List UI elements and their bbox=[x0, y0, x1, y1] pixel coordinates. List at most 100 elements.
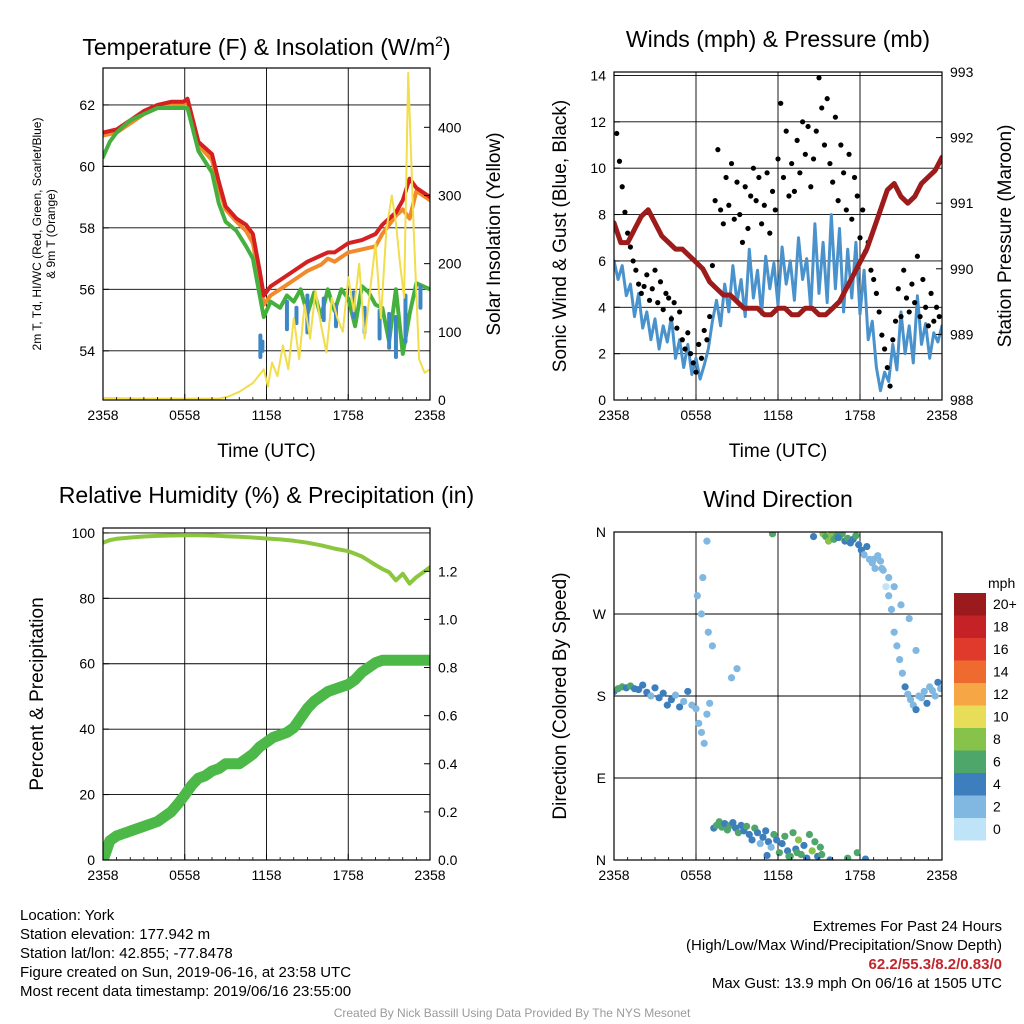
panel2-gust-point bbox=[649, 286, 655, 292]
panel4-direction-point bbox=[890, 628, 898, 636]
panel4-direction-point bbox=[871, 564, 879, 573]
panel2-gust-point bbox=[630, 258, 636, 264]
panel4-direction-point bbox=[785, 852, 793, 860]
panel4-direction-point bbox=[703, 537, 711, 545]
panel2-gust-point bbox=[895, 286, 901, 292]
panel4-direction-point bbox=[885, 592, 893, 600]
panel4-direction-point bbox=[703, 710, 711, 718]
panel2-gust-point bbox=[682, 346, 688, 352]
panel4-y-tick-label: N bbox=[596, 852, 606, 868]
panel4-direction-point bbox=[763, 851, 771, 860]
panel4-direction-point bbox=[834, 533, 842, 542]
panel2-x-axis-title: Time (UTC) bbox=[729, 441, 828, 462]
panel2-x-tick-label: 0558 bbox=[680, 407, 711, 423]
panel2-gust-point bbox=[723, 174, 729, 181]
panel2-gust-point bbox=[890, 337, 896, 343]
panel4-direction-point bbox=[753, 829, 762, 837]
panel1-x-tick-label: 2358 bbox=[87, 407, 118, 423]
panel2-gust-point bbox=[827, 160, 833, 167]
panel4-direction-point bbox=[809, 532, 818, 541]
panel2-gust-point bbox=[851, 174, 858, 181]
panel4-direction-point bbox=[793, 849, 801, 857]
panel3-y-axis-title: Percent & Precipitation bbox=[27, 597, 48, 790]
panel4-direction-point bbox=[870, 555, 878, 563]
panel3-rh-line bbox=[103, 533, 430, 586]
panel2-gust-point bbox=[876, 309, 882, 315]
recent-data-timestamp: Most recent data timestamp: 2019/06/16 2… bbox=[20, 983, 352, 1000]
panel1-y-tick-label: 56 bbox=[79, 281, 95, 297]
panel3-x-tick-label: 2358 bbox=[414, 867, 445, 883]
panel4-direction-point bbox=[773, 836, 781, 844]
panel3-x-tick-label: 2358 bbox=[87, 867, 118, 883]
panel1-y2-tick-label: 100 bbox=[438, 324, 462, 340]
panel4-direction-point bbox=[781, 832, 789, 840]
panel4-direction-point bbox=[826, 856, 834, 860]
panel4-direction-point bbox=[905, 614, 913, 623]
panel2-y-tick-label: 8 bbox=[598, 207, 606, 223]
panel2-wind-line bbox=[614, 213, 942, 393]
panel2-gust-point bbox=[816, 75, 822, 81]
panel2-gust-point bbox=[849, 216, 855, 222]
panel3-title: Relative Humidity (%) & Precipitation (i… bbox=[59, 482, 474, 508]
panel2-gust-point bbox=[690, 360, 696, 366]
panel2-y2-axis-title: Station Pressure (Maroon) bbox=[995, 125, 1016, 348]
panel4-direction-point bbox=[789, 829, 797, 837]
panel1-y2-tick-label: 400 bbox=[438, 119, 462, 135]
panel2-gust-point bbox=[841, 170, 847, 176]
panel2-gust-point bbox=[843, 207, 849, 213]
panel2-gust-point bbox=[657, 279, 664, 285]
panel2-gust-point bbox=[728, 160, 735, 167]
panel4-direction-point bbox=[906, 696, 915, 704]
panel4-direction-point bbox=[651, 684, 659, 692]
panel4-direction-point bbox=[882, 583, 890, 591]
panel4-direction-point bbox=[937, 685, 942, 693]
panel2-title: Winds (mph) & Pressure (mb) bbox=[626, 26, 930, 52]
panel4-direction-point bbox=[824, 537, 833, 545]
panel1-y2-tick-label: 300 bbox=[438, 187, 462, 203]
panel3-y-tick-label: 60 bbox=[79, 656, 95, 672]
panel2-y-tick-label: 0 bbox=[598, 392, 606, 408]
panel4-direction-point bbox=[715, 818, 723, 826]
panel2-y2-tick-label: 992 bbox=[950, 130, 974, 146]
panel2-gust-point bbox=[748, 193, 754, 199]
panel2-gust-point bbox=[633, 267, 639, 273]
panel2-gust-point bbox=[901, 267, 907, 273]
panel2-y2-tick-label: 993 bbox=[950, 64, 974, 80]
panel4-direction-point bbox=[898, 669, 906, 677]
panel4-direction-point bbox=[767, 843, 775, 851]
panel2-y2-tick-label: 989 bbox=[950, 326, 974, 342]
panel1-y2-tick-label: 200 bbox=[438, 256, 462, 272]
panel4-direction-point bbox=[748, 836, 756, 844]
panel4-colorbar-swatch bbox=[954, 615, 986, 638]
panel3-y2-tick-label: 1.2 bbox=[438, 563, 458, 579]
panel4-colorbar-swatch bbox=[954, 593, 986, 616]
panel4-colorbar-label: 2 bbox=[993, 799, 1001, 815]
panel1-x-tick-label: 2358 bbox=[414, 407, 445, 423]
panel2-gust-point bbox=[884, 364, 890, 371]
panel4-direction-point bbox=[794, 836, 803, 844]
panel2-y-tick-label: 2 bbox=[598, 346, 606, 362]
panel4-colorbar-label: 20+ bbox=[993, 596, 1017, 612]
panel4-direction-point bbox=[680, 697, 688, 706]
panel2-gust-point bbox=[933, 304, 940, 310]
panel2-gust-point bbox=[819, 105, 825, 111]
panel3-y-tick-label: 100 bbox=[72, 525, 96, 541]
panel2-gust-point bbox=[909, 281, 915, 287]
panel4-colorbar-label: 6 bbox=[993, 754, 1001, 770]
panel4-direction-point bbox=[912, 706, 920, 714]
extremes-heading: Extremes For Past 24 Hours bbox=[812, 918, 1002, 935]
panel4-direction-point bbox=[733, 665, 741, 673]
panel2-y-tick-label: 4 bbox=[598, 299, 606, 315]
panel2-gust-point bbox=[622, 209, 628, 215]
panel4-direction-point bbox=[708, 642, 717, 650]
extremes-summary: Extremes For Past 24 Hours (High/Low/Max… bbox=[686, 917, 1002, 993]
panel2-gust-point bbox=[701, 327, 707, 334]
panel4-direction-point bbox=[934, 678, 942, 686]
panel4-direction-point bbox=[860, 551, 868, 559]
credit-line: Created By Nick Bassill Using Data Provi… bbox=[333, 1006, 691, 1020]
panel2-gust-point bbox=[879, 332, 885, 338]
panel2-gust-point bbox=[800, 119, 806, 125]
panel2-gust-point bbox=[838, 142, 844, 148]
panel4-colorbar-swatch bbox=[954, 638, 986, 661]
panel4-direction-point bbox=[893, 642, 901, 650]
